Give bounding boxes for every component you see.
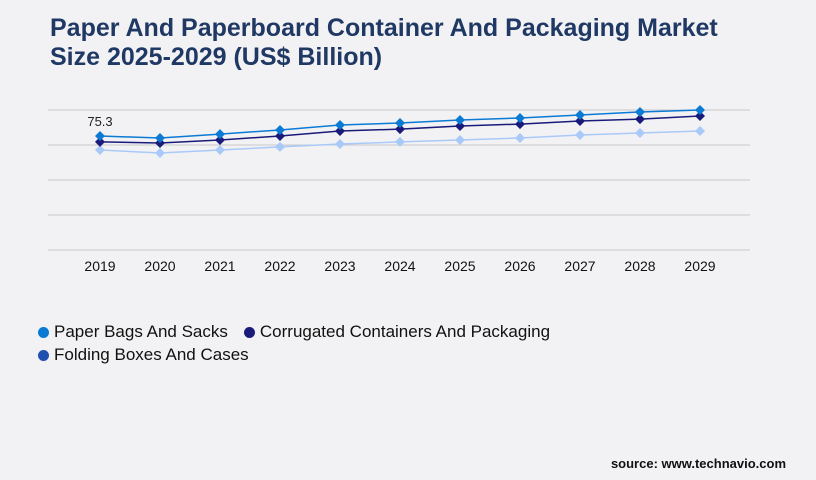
- data-point: [395, 124, 405, 135]
- data-point: [335, 119, 345, 130]
- legend-label: Corrugated Containers And Packaging: [259, 322, 551, 341]
- x-tick-label: 2023: [324, 258, 355, 274]
- legend-label: Paper Bags And Sacks: [54, 322, 228, 341]
- x-tick-label: 2019: [84, 258, 115, 274]
- data-point: [335, 126, 345, 137]
- data-point: [575, 129, 585, 140]
- data-point: [215, 134, 225, 145]
- data-point: [275, 141, 285, 152]
- data-point: [95, 144, 105, 155]
- x-tick-label: 2020: [144, 258, 175, 274]
- data-point: [515, 133, 525, 143]
- x-tick-label: 2025: [444, 258, 475, 274]
- data-point: [455, 114, 465, 125]
- data-point: [695, 105, 705, 115]
- data-point: [155, 133, 165, 143]
- legend-item: Corrugated Containers And Packaging: [243, 322, 551, 342]
- x-tick-label: 2029: [684, 258, 715, 274]
- x-tick-label: 2028: [624, 258, 655, 274]
- chart-title: Paper And Paperboard Container And Packa…: [50, 14, 718, 71]
- data-point: [155, 147, 165, 158]
- data-point: [635, 114, 645, 125]
- data-point: [515, 119, 525, 130]
- data-point: [455, 121, 465, 132]
- data-point: [215, 144, 225, 155]
- legend-label: Folding Boxes And Cases: [54, 345, 249, 364]
- legend-marker-icon: [243, 326, 255, 338]
- data-point: [575, 109, 585, 120]
- data-point: [695, 111, 705, 122]
- data-point: [395, 118, 405, 129]
- data-label: 75.3: [87, 114, 112, 129]
- x-tick-label: 2021: [204, 258, 235, 274]
- legend-marker-icon: [38, 326, 49, 338]
- data-point: [695, 126, 705, 137]
- legend-item: Paper Bags And Sacks: [38, 322, 228, 342]
- data-point: [215, 129, 225, 140]
- source-label: source: www.technavio.com: [610, 456, 786, 471]
- line-chart: 2019 2020 2021 2022 2023 2024 2025 2026 2027 2028…: [48, 105, 750, 274]
- data-point: [275, 131, 285, 142]
- x-tick-label: 2026: [504, 258, 535, 274]
- x-tick-label: 2022: [264, 258, 295, 274]
- legend-marker-icon: [38, 349, 49, 361]
- legend-item: Folding Boxes And Cases: [38, 345, 249, 365]
- data-point: [635, 128, 645, 139]
- legend: Paper Bags And Sacks Corrugated Container…: [38, 322, 566, 368]
- data-point: [95, 136, 105, 147]
- data-point: [395, 136, 405, 147]
- data-point: [275, 124, 285, 135]
- x-tick-label: 2024: [384, 258, 415, 274]
- data-point: [515, 113, 525, 124]
- data-point: [335, 139, 345, 150]
- x-tick-label: 2027: [564, 258, 595, 274]
- data-point: [95, 131, 105, 142]
- data-point: [575, 116, 585, 127]
- data-point: [635, 106, 645, 117]
- data-point: [455, 134, 465, 145]
